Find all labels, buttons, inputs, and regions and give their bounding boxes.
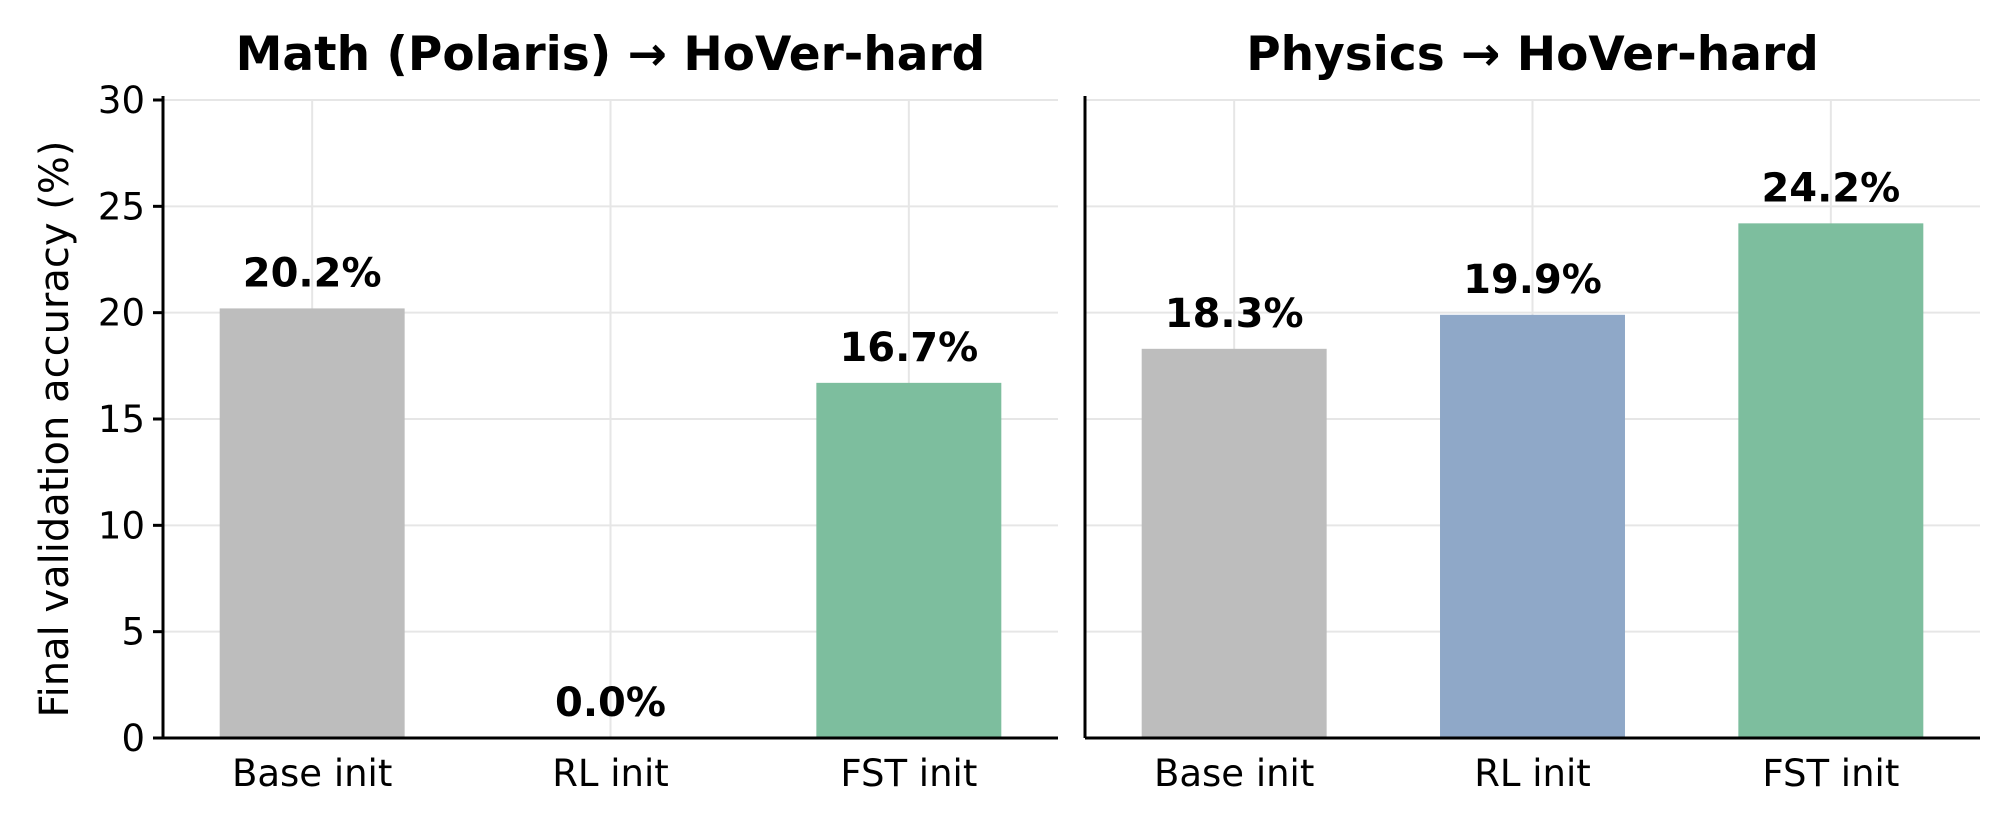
x-tick-label: RL init [552,752,669,795]
y-tick-label: 15 [98,398,145,441]
data-label: 0.0% [555,680,666,726]
bar-fst-init [816,382,1002,738]
x-tick-label: Base init [1154,752,1314,795]
panel-title: Math (Polaris) → HoVer-hard [236,27,986,82]
y-tick-label: 25 [98,185,145,228]
bar-fst-init [1738,223,1924,738]
panel-physics: 18.3% 19.9% 24.2% Base init RL init FST init P… [1083,27,1980,795]
panel-math-polaris: 20.2% 0.0% 16.7% Base init RL init FST init 0 5… [32,27,1058,795]
y-tick-label: 5 [121,611,145,654]
data-label: 18.3% [1165,291,1304,337]
bar-base-init [219,308,405,738]
y-tick-label: 0 [121,717,145,760]
y-tick-label: 10 [98,504,145,547]
bar-rl-init [1440,314,1625,738]
x-tick-label: FST init [1762,752,1899,795]
data-label: 19.9% [1463,257,1602,303]
data-label: 24.2% [1761,165,1900,211]
y-tick-label: 20 [98,292,145,335]
x-tick-label: Base init [232,752,392,795]
x-tick-label: FST init [840,752,977,795]
panel-title: Physics → HoVer-hard [1246,27,1819,82]
data-label: 16.7% [839,325,978,371]
x-tick-label: RL init [1474,752,1591,795]
y-axis-label: Final validation accuracy (%) [32,141,78,718]
bar-base-init [1141,348,1327,738]
data-label: 20.2% [243,250,382,296]
y-tick-label: 30 [98,79,145,122]
